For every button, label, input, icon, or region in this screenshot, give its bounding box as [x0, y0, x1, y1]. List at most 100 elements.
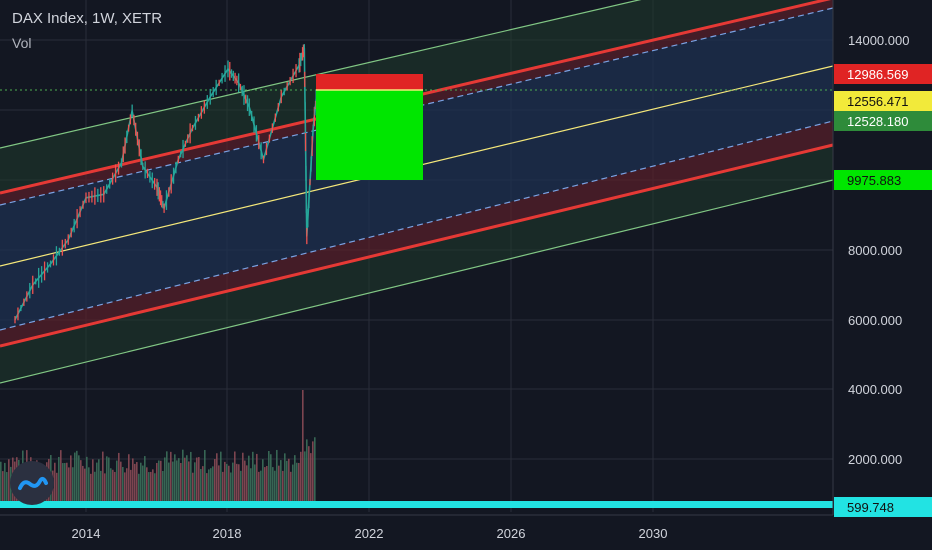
volume-bar — [166, 451, 168, 502]
volume-bar — [202, 466, 204, 502]
volume-bar — [170, 451, 172, 502]
volume-bar — [280, 460, 282, 502]
x-tick-label: 2018 — [213, 526, 242, 541]
price-label-box — [834, 64, 932, 84]
volume-bar — [108, 457, 110, 502]
volume-bar — [104, 473, 106, 502]
volume-bar — [124, 472, 126, 502]
volume-bar — [290, 471, 292, 502]
price-label-text: 12986.569 — [847, 67, 908, 82]
volume-bar — [266, 465, 268, 502]
volume-bar — [86, 456, 88, 502]
volume-bar — [70, 455, 72, 502]
volume-bar — [162, 470, 164, 502]
volume-bar — [120, 461, 122, 502]
volume-bar — [74, 452, 76, 502]
price-label-text: 12556.471 — [847, 94, 908, 109]
volume-bar — [222, 471, 224, 502]
volume-bar — [240, 470, 242, 502]
volume-bar — [276, 449, 278, 502]
volume-bar — [136, 462, 138, 502]
price-label-text: 12528.180 — [847, 114, 908, 129]
volume-bar — [214, 459, 216, 502]
volume-bar — [56, 472, 58, 502]
volume-bar — [62, 463, 64, 502]
volume-bar — [282, 470, 284, 502]
volume-bar — [156, 463, 158, 502]
volume-bar — [204, 450, 206, 502]
x-tick-label: 2030 — [639, 526, 668, 541]
volume-bar — [212, 466, 214, 502]
volume-bar — [88, 467, 90, 502]
volume-bar — [308, 446, 310, 502]
volume-bar — [2, 471, 4, 502]
volume-bar — [128, 454, 130, 502]
price-label-text: 599.748 — [847, 500, 894, 515]
volume-bar — [226, 463, 228, 502]
volume-bar — [126, 468, 128, 502]
volume-baseline-line — [0, 501, 833, 508]
volume-bar — [84, 468, 86, 502]
volume-bar — [72, 467, 74, 502]
volume-bar — [230, 472, 232, 502]
volume-bar — [246, 465, 248, 502]
channel-outer-fill — [0, 145, 833, 383]
volume-bar — [196, 457, 198, 502]
price-label-box — [834, 111, 932, 131]
price-label-box — [834, 170, 932, 190]
volume-bar — [186, 455, 188, 502]
volume-bar — [98, 459, 100, 502]
volume-bar — [272, 467, 274, 502]
volume-bar — [116, 460, 118, 502]
volume-bar — [110, 468, 112, 502]
y-tick-label: 6000.000 — [848, 313, 902, 328]
volume-bar — [292, 464, 294, 502]
tradingview-logo-icon[interactable] — [10, 461, 54, 505]
volume-bar — [160, 460, 162, 502]
volume-bar — [306, 439, 308, 502]
volume-bar — [200, 468, 202, 502]
take-profit-zone — [316, 90, 423, 180]
channel-line-lower-green — [0, 179, 834, 384]
volume-bar — [284, 453, 286, 502]
regression-channel — [0, 0, 834, 384]
volume-bar — [286, 460, 288, 502]
volume-indicator-label: Vol — [12, 35, 32, 51]
volume-bar — [248, 455, 250, 502]
volume-bar — [270, 454, 272, 502]
volume-bar — [182, 449, 184, 502]
volume-bar — [100, 470, 102, 502]
volume-bar — [278, 465, 280, 502]
stop-loss-zone — [316, 74, 423, 90]
volume-bar — [254, 464, 256, 502]
volume-bar — [174, 454, 176, 502]
volume-bar — [142, 465, 144, 502]
volume-bar — [268, 450, 270, 502]
volume-bar — [112, 469, 114, 502]
y-tick-label: 4000.000 — [848, 382, 902, 397]
volume-bar — [58, 456, 60, 502]
volume-bars — [0, 390, 833, 508]
volume-bar — [172, 461, 174, 502]
x-tick-label: 2014 — [72, 526, 101, 541]
volume-bar — [294, 455, 296, 502]
volume-bar — [164, 457, 166, 502]
volume-bar — [260, 470, 262, 502]
volume-bar — [82, 465, 84, 502]
volume-bar — [310, 453, 312, 502]
volume-bar — [274, 470, 276, 502]
short-position-box[interactable] — [316, 74, 423, 180]
volume-bar — [184, 457, 186, 502]
x-tick-label: 2026 — [497, 526, 526, 541]
volume-bar — [8, 459, 10, 502]
volume-bar — [298, 462, 300, 502]
volume-bar — [154, 473, 156, 502]
volume-bar — [216, 453, 218, 502]
volume-bar — [94, 471, 96, 502]
channel-line-upper-green — [0, 0, 642, 149]
price-series — [14, 44, 318, 324]
channel-line-lower-dashed — [0, 120, 834, 331]
volume-bar — [130, 469, 132, 502]
volume-bar — [140, 462, 142, 502]
y-tick-label: 8000.000 — [848, 243, 902, 258]
